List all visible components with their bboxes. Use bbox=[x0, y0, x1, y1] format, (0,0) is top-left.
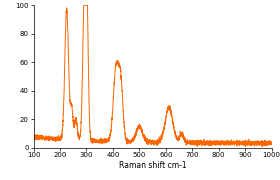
X-axis label: Raman shift cm-1: Raman shift cm-1 bbox=[119, 161, 186, 170]
